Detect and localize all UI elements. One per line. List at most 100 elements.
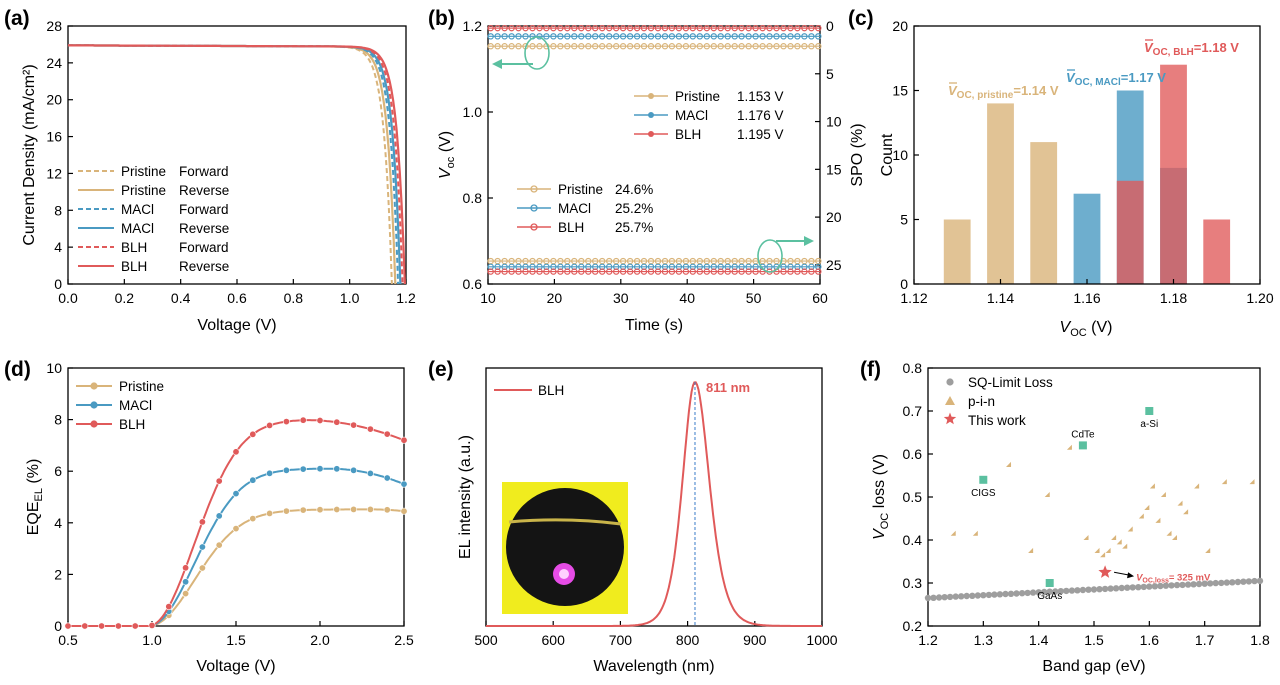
eqe-point-blh — [114, 622, 122, 630]
spo-blh-point — [689, 268, 697, 275]
voc-blh-point — [815, 24, 822, 32]
reference-marker-gaas — [1045, 579, 1054, 587]
panel-a-y-ticks: 0 4 8 12 16 20 24 28 — [46, 18, 73, 292]
sq-limit-point — [1046, 588, 1053, 595]
voc-macl-point — [717, 33, 724, 40]
y-tick-label: 1.0 — [463, 104, 483, 120]
spo-blh-point — [787, 268, 794, 275]
voc-pristine-point — [536, 43, 543, 50]
x-tick-label: 600 — [542, 632, 566, 648]
eqe-point-pristine — [383, 506, 391, 514]
voc-macl-point — [633, 33, 641, 40]
eqe-point-pristine — [266, 509, 274, 517]
voc-pristine-point — [787, 43, 794, 50]
legend-marker — [648, 93, 654, 99]
legend-scan-direction: Reverse — [179, 221, 229, 236]
panel-f-y-ticks: 0.2 0.3 0.4 0.5 0.6 0.7 0.8 — [903, 360, 933, 634]
spo-blh-point — [487, 268, 494, 275]
pin-point — [1177, 500, 1183, 506]
legend-value: 25.2% — [615, 201, 653, 216]
panel-f-y-label-main: V — [871, 528, 888, 540]
pin-point — [1249, 479, 1255, 485]
bar-pristine — [987, 103, 1014, 285]
legend-value: 24.6% — [615, 182, 653, 197]
voc-blh-point — [522, 24, 529, 32]
legend-series-name: Pristine — [675, 89, 720, 104]
voc-blh-point — [550, 24, 557, 32]
voc-macl-point — [515, 33, 522, 40]
voc-macl-point — [815, 33, 822, 40]
panel-b-voc-spo: 10 20 30 40 50 60 0.6 0.8 1.0 1.2 0 5 10 15 20 25 Pri… — [437, 18, 866, 334]
mean-voc-annotation: VOC, MACl=1.17 V — [1066, 70, 1166, 88]
voc-pristine-point — [794, 43, 801, 50]
legend-series-name: MACl — [675, 108, 708, 123]
voc-macl-point — [794, 33, 801, 40]
sq-limit-point — [1107, 585, 1114, 592]
panel-e-plot-frame — [485, 367, 823, 627]
x-tick-label: 2.5 — [394, 632, 414, 648]
spo-blh-point — [752, 268, 759, 275]
inset-device-stripe — [508, 518, 622, 526]
annotation-main: V — [1136, 572, 1143, 583]
voc-macl-point — [766, 33, 773, 40]
eqe-point-pristine — [400, 507, 408, 515]
panel-b-y-ticks: 0.6 0.8 1.0 1.2 — [463, 18, 493, 292]
panel-f-legend: SQ-Limit Loss p-i-n This work — [946, 375, 1053, 428]
sq-limit-point — [996, 591, 1004, 598]
sq-limit-point — [1212, 579, 1219, 587]
voc-blh-point — [801, 24, 808, 32]
pin-point — [1155, 517, 1161, 523]
voc-blh-point — [752, 24, 759, 32]
voc-blh-point — [654, 24, 662, 32]
voc-macl-point — [487, 33, 494, 40]
spo-blh-point — [578, 268, 585, 275]
sq-limit-point — [1052, 588, 1059, 595]
voc-blh-point — [696, 24, 704, 32]
jv-curve-macl-reverse — [67, 44, 402, 285]
legend-marker — [530, 204, 538, 212]
legend-value: 1.176 V — [737, 108, 784, 123]
mean-voc-annotation: VOC, pristine=1.14 V — [948, 83, 1059, 101]
panel-f-y-label-unit: loss (V) — [871, 454, 888, 513]
legend-this-work-label: This work — [968, 413, 1026, 428]
voc-pristine-point — [710, 43, 718, 50]
panel-d-legend: Pristine MACl BLH — [76, 379, 164, 432]
x-tick-label: 50 — [746, 290, 762, 306]
voc-macl-point — [724, 33, 731, 40]
voc-pristine-point — [557, 43, 564, 50]
spo-blh-point — [536, 268, 543, 275]
legend-series-name: Pristine — [119, 379, 164, 394]
panel-e-el-spectrum: 500 600 700 800 900 1000 BLH 811 nm Wavelengt… — [457, 367, 838, 675]
spo-blh-point — [585, 268, 592, 275]
annotation-value: =1.14 V — [1013, 83, 1059, 98]
voc-pristine-point — [550, 43, 557, 50]
y-tick-label: 20 — [892, 18, 908, 34]
panel-d-y-label-unit: (%) — [25, 459, 42, 488]
voc-pristine-point — [529, 43, 536, 50]
x-tick-label: 0.0 — [58, 290, 78, 306]
voc-pristine-point — [508, 43, 515, 50]
pin-point — [1127, 526, 1133, 532]
eqe-point-pristine — [215, 541, 223, 549]
voc-pristine-point — [801, 43, 808, 50]
voc-pristine-point — [766, 43, 773, 50]
voc-blh-point — [780, 24, 787, 32]
legend-series-name: BLH — [538, 383, 564, 398]
panel-a-curves — [67, 44, 406, 285]
legend-series-name: BLH — [675, 127, 701, 142]
sq-limit-point — [985, 591, 993, 599]
arrow-right-head — [804, 236, 814, 246]
spo-blh-point — [529, 268, 536, 275]
x-tick-label: 1.7 — [1195, 632, 1215, 648]
voc-macl-point — [668, 33, 676, 40]
voc-macl-point — [557, 33, 564, 40]
spo-blh-point — [710, 268, 718, 275]
jv-curve-blh-reverse — [67, 44, 406, 285]
annotation-main: V — [1066, 70, 1076, 85]
spo-blh-point — [780, 268, 787, 275]
voc-pristine-point — [613, 43, 620, 50]
pin-point — [1194, 483, 1200, 489]
y-tick-label: 0.8 — [903, 360, 923, 376]
x-tick-label: 20 — [547, 290, 563, 306]
